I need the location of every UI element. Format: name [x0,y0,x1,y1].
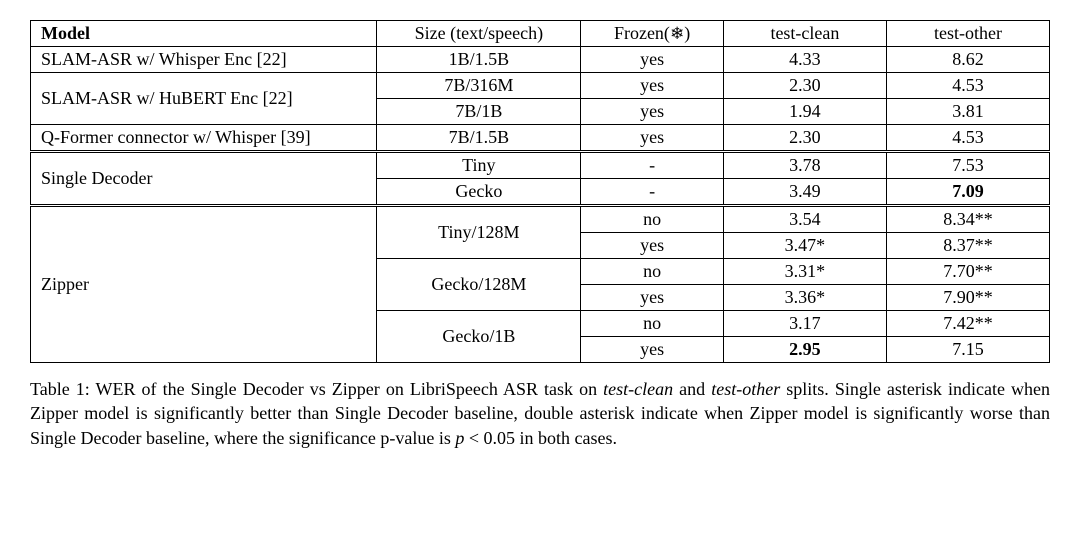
cell-tc: 2.30 [723,73,886,99]
caption-pvar: p [455,428,464,448]
cell-size: 7B/1B [377,99,581,125]
cell-to: 4.53 [886,125,1049,152]
table-row: Single Decoder Tiny - 3.78 7.53 [31,152,1050,179]
cell-to: 7.70** [886,259,1049,285]
cell-frozen: - [581,152,724,179]
caption-em: test-clean [603,379,673,399]
cell-frozen: no [581,259,724,285]
cell-tc: 3.31* [723,259,886,285]
caption-em: test-other [711,379,780,399]
cell-tc: 4.33 [723,47,886,73]
cell-tc: 1.94 [723,99,886,125]
col-model-label: Model [41,23,90,43]
col-test-clean: test-clean [723,21,886,47]
cell-frozen: yes [581,337,724,363]
cell-tc: 2.95 [723,337,886,363]
cell-frozen: - [581,179,724,206]
cell-tc: 2.30 [723,125,886,152]
cell-size: Tiny/128M [377,206,581,259]
cell-frozen: yes [581,47,724,73]
cell-frozen: yes [581,125,724,152]
caption-text: Table 1: WER of the Single Decoder vs Zi… [30,379,603,399]
cell-model: Zipper [31,206,377,363]
cell-size: Tiny [377,152,581,179]
results-table: Model Size (text/speech) Frozen(❄) test-… [30,20,1050,363]
cell-tc: 3.78 [723,152,886,179]
cell-frozen: yes [581,73,724,99]
cell-to: 7.15 [886,337,1049,363]
cell-to: 8.37** [886,233,1049,259]
cell-tc: 3.47* [723,233,886,259]
caption-ineq: < 0.05 [464,428,515,448]
cell-size: Gecko/1B [377,311,581,363]
table-row: SLAM-ASR w/ HuBERT Enc [22] 7B/316M yes … [31,73,1050,99]
cell-size: 7B/1.5B [377,125,581,152]
cell-to: 8.34** [886,206,1049,233]
cell-model: Single Decoder [31,152,377,206]
cell-size: 7B/316M [377,73,581,99]
table-row: Q-Former connector w/ Whisper [39] 7B/1.… [31,125,1050,152]
cell-tc: 3.49 [723,179,886,206]
cell-to: 8.62 [886,47,1049,73]
cell-model: SLAM-ASR w/ HuBERT Enc [22] [31,73,377,125]
cell-frozen: yes [581,285,724,311]
cell-frozen: yes [581,233,724,259]
cell-to: 7.90** [886,285,1049,311]
cell-tc: 3.54 [723,206,886,233]
caption-text: and [673,379,711,399]
col-model: Model [31,21,377,47]
cell-size: Gecko/128M [377,259,581,311]
col-size: Size (text/speech) [377,21,581,47]
cell-frozen: no [581,206,724,233]
cell-to: 7.42** [886,311,1049,337]
cell-to: 3.81 [886,99,1049,125]
cell-to: 7.09 [886,179,1049,206]
cell-model: SLAM-ASR w/ Whisper Enc [22] [31,47,377,73]
cell-size: Gecko [377,179,581,206]
col-frozen-label: Frozen( [614,23,670,43]
snowflake-icon: ❄ [670,24,684,43]
cell-model: Q-Former connector w/ Whisper [39] [31,125,377,152]
table-caption: Table 1: WER of the Single Decoder vs Zi… [30,377,1050,450]
col-frozen-close: ) [684,23,690,43]
caption-text: in both cases. [515,428,617,448]
cell-size: 1B/1.5B [377,47,581,73]
cell-to: 4.53 [886,73,1049,99]
cell-tc: 3.36* [723,285,886,311]
cell-to: 7.53 [886,152,1049,179]
col-frozen: Frozen(❄) [581,21,724,47]
col-test-other: test-other [886,21,1049,47]
cell-frozen: yes [581,99,724,125]
cell-tc: 3.17 [723,311,886,337]
table-row: SLAM-ASR w/ Whisper Enc [22] 1B/1.5B yes… [31,47,1050,73]
table-row: Zipper Tiny/128M no 3.54 8.34** [31,206,1050,233]
cell-frozen: no [581,311,724,337]
